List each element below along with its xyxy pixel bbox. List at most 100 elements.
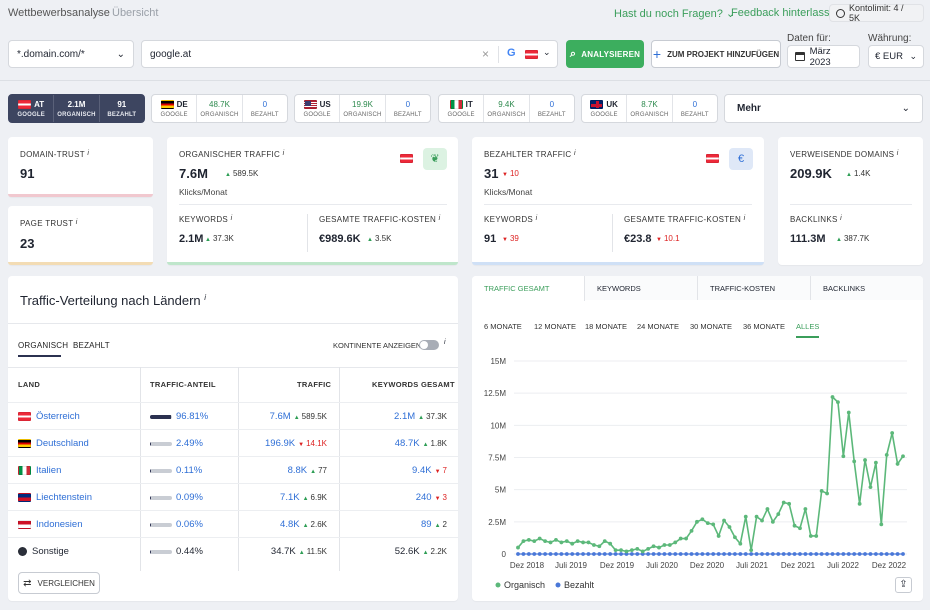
- info-icon[interactable]: i: [204, 293, 207, 302]
- country-name[interactable]: Italien: [36, 465, 62, 476]
- data-point: [554, 552, 558, 556]
- search-field[interactable]: google.at × G ⌄: [141, 40, 558, 68]
- country-name[interactable]: Indonesien: [36, 519, 83, 530]
- tab-paid[interactable]: BEZAHLT: [73, 341, 110, 350]
- country-tab-de[interactable]: DE GOOGLE 48.7K ORGANISCH 0 BEZAHLT: [151, 94, 288, 123]
- info-icon[interactable]: i: [896, 150, 899, 157]
- divider: [0, 80, 930, 81]
- col-share[interactable]: TRAFFIC-ANTEIL: [150, 380, 216, 389]
- paid-keywords-value: 91: [484, 233, 497, 245]
- x-tick-label: Juli 2021: [736, 561, 769, 570]
- flag-icon: [18, 466, 31, 475]
- currency-select[interactable]: € EUR ⌄: [868, 45, 924, 68]
- compare-button[interactable]: ⇄ VERGLEICHEN: [18, 572, 100, 594]
- range-tab[interactable]: 30 MONATE: [690, 322, 732, 331]
- keywords-value[interactable]: 48.7K: [394, 438, 420, 449]
- traffic-value[interactable]: 7.6M: [269, 411, 291, 422]
- feedback-link[interactable]: Feedback hinterlassen: [731, 7, 842, 19]
- tab-backlinks[interactable]: BACKLINKS: [811, 276, 923, 300]
- data-point: [792, 523, 797, 528]
- country-tab-uk[interactable]: UK GOOGLE 8.7K ORGANISCH 0 BEZAHLT: [581, 94, 718, 123]
- data-point: [657, 545, 661, 550]
- data-point: [738, 541, 743, 546]
- paid-keywords-delta: 39: [502, 234, 519, 243]
- info-icon[interactable]: i: [75, 219, 78, 226]
- share-value: 0.11%: [176, 465, 203, 476]
- search-input[interactable]: google.at: [150, 49, 192, 60]
- data-point: [662, 552, 667, 556]
- country-col: US GOOGLE: [295, 95, 341, 122]
- country-tab-at[interactable]: AT GOOGLE 2.1M ORGANISCH 91 BEZAHLT: [8, 94, 145, 123]
- more-countries-select[interactable]: Mehr ⌄: [724, 94, 923, 123]
- data-point: [526, 552, 531, 556]
- col-traffic[interactable]: TRAFFIC: [297, 380, 332, 389]
- tab-traffic-cost[interactable]: TRAFFIC-KOSTEN: [698, 276, 811, 300]
- info-icon[interactable]: i: [535, 215, 538, 222]
- paid-keywords-label: KEYWORDS i: [484, 215, 538, 224]
- export-icon[interactable]: ⇪: [895, 577, 912, 593]
- info-icon[interactable]: i: [574, 150, 576, 157]
- info-icon[interactable]: i: [87, 150, 90, 157]
- data-point: [640, 549, 645, 554]
- country-col: DE GOOGLE: [152, 95, 198, 122]
- x-tick-label: Dez 2019: [600, 561, 635, 570]
- range-tab[interactable]: ALLES: [796, 322, 820, 338]
- info-icon[interactable]: i: [282, 150, 285, 157]
- flag-icon: [160, 99, 174, 109]
- x-tick-label: Juli 2019: [555, 561, 588, 570]
- flag-icon: [18, 520, 31, 529]
- country-name[interactable]: Österreich: [36, 411, 80, 422]
- traffic-value[interactable]: 196.9K: [265, 438, 296, 449]
- share-value: 0.06%: [176, 519, 203, 530]
- range-tab[interactable]: 18 MONATE: [585, 322, 627, 331]
- keywords-value[interactable]: 240: [415, 492, 432, 503]
- page-trust-value: 23: [20, 236, 35, 251]
- chevron-down-icon: ⌄: [909, 51, 917, 61]
- range-tab[interactable]: 12 MONATE: [534, 322, 576, 331]
- country-tab-us[interactable]: US GOOGLE 19.9K ORGANISCH 0 BEZAHLT: [294, 94, 431, 123]
- clear-icon[interactable]: ×: [482, 47, 490, 61]
- tab-keywords[interactable]: KEYWORDS: [585, 276, 698, 300]
- breadcrumb-parent[interactable]: Wettbewerbsanalyse: [8, 7, 110, 19]
- y-tick-label: 7.5M: [488, 454, 506, 463]
- info-icon[interactable]: i: [444, 339, 446, 346]
- help-link[interactable]: Hast du noch Fragen? ⌄: [614, 8, 736, 20]
- country-col: IT GOOGLE: [439, 95, 485, 122]
- analyze-button[interactable]: ⌕ ANALYSIEREN: [566, 40, 644, 68]
- info-icon[interactable]: i: [230, 215, 233, 222]
- domain-mode-select[interactable]: *.domain.com/* ⌄: [8, 40, 134, 68]
- col-keywords[interactable]: KEYWORDS GESAMT: [372, 380, 455, 389]
- info-icon[interactable]: i: [743, 215, 746, 222]
- keywords-value[interactable]: 89: [421, 519, 432, 530]
- paid-col: 0 BEZAHLT: [243, 95, 287, 122]
- date-picker[interactable]: März 2023: [787, 45, 860, 68]
- info-icon[interactable]: i: [438, 215, 441, 222]
- traffic-delta: 11.5K: [299, 547, 327, 556]
- col-land[interactable]: LAND: [18, 380, 41, 389]
- organic-label: ORGANISCH: [57, 111, 96, 118]
- traffic-value[interactable]: 8.8K: [287, 465, 308, 476]
- traffic-value[interactable]: 7.1K: [280, 492, 300, 503]
- chevron-down-icon[interactable]: ⌄: [543, 47, 551, 57]
- country-tab-it[interactable]: IT GOOGLE 9.4K ORGANISCH 0 BEZAHLT: [438, 94, 575, 123]
- info-icon[interactable]: i: [840, 215, 842, 222]
- keywords-value[interactable]: 2.1M: [394, 411, 416, 422]
- data-point: [841, 552, 846, 556]
- country-name[interactable]: Deutschland: [36, 438, 89, 449]
- range-tab[interactable]: 36 MONATE: [743, 322, 785, 331]
- data-point: [852, 459, 857, 464]
- continents-toggle[interactable]: [419, 340, 439, 350]
- range-tab[interactable]: 6 MONATE: [484, 322, 522, 331]
- keywords-value[interactable]: 9.4K: [412, 465, 432, 476]
- country-cell: Österreich: [18, 403, 80, 430]
- range-tab[interactable]: 24 MONATE: [637, 322, 679, 331]
- country-name[interactable]: Liechtenstein: [36, 492, 92, 503]
- tab-organic[interactable]: ORGANISCH: [18, 341, 69, 350]
- data-point: [770, 519, 775, 524]
- tab-traffic-total[interactable]: TRAFFIC GESAMT: [472, 276, 585, 301]
- add-project-button[interactable]: + ZUM PROJEKT HINZUFÜGEN: [651, 40, 781, 68]
- traffic-value[interactable]: 4.8K: [280, 519, 300, 530]
- page-trust-card: PAGE TRUST i 23: [8, 206, 153, 265]
- chart-panel: TRAFFIC GESAMT KEYWORDS TRAFFIC-KOSTEN B…: [472, 276, 923, 601]
